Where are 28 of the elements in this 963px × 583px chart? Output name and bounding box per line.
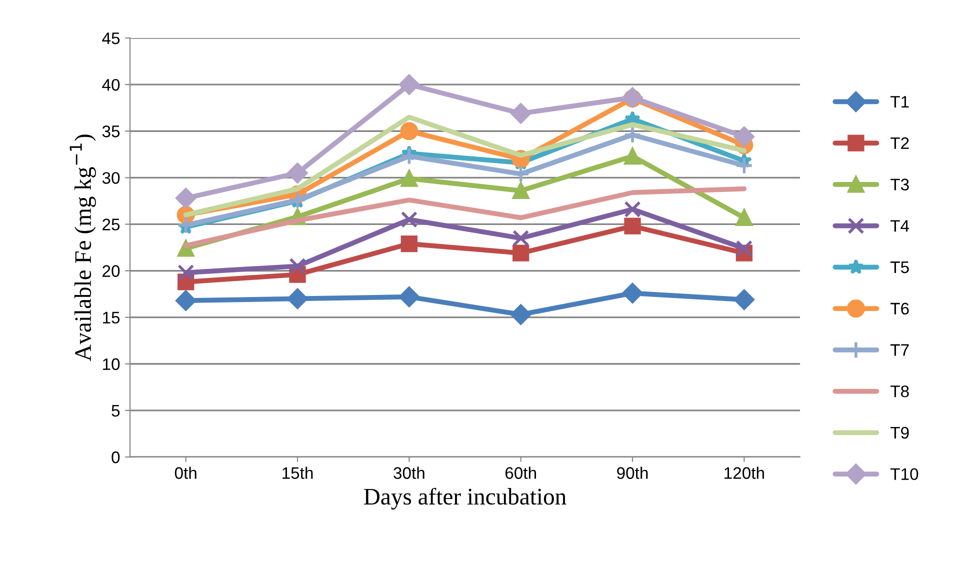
y-tick-label: 20 [102, 265, 120, 277]
x-tick-label: 90th [617, 466, 648, 479]
y-tick-label: 35 [102, 126, 120, 138]
y-tick-label: 10 [103, 358, 120, 370]
legend-label: T2 [890, 137, 909, 149]
x-axis-title: Days after incubation [364, 488, 566, 510]
legend-label: T4 [890, 220, 910, 232]
y-axis-title: Available Fe (mg kg$^{−1}$) [70, 134, 96, 362]
x-tick-label: 30th [394, 466, 424, 479]
y-tick-label: 15 [103, 312, 120, 324]
y-tick-label: 0 [112, 451, 120, 464]
legend-label: T3 [890, 178, 909, 190]
legend-label: T8 [890, 385, 909, 398]
x-tick-label: 60th [505, 466, 536, 479]
x-tick-label: 15th [282, 466, 313, 479]
y-tick-label: 5 [112, 405, 120, 417]
legend-label: T1 [890, 96, 909, 108]
y-tick-label: 45 [102, 32, 120, 44]
y-tick-label: 30 [102, 172, 120, 184]
y-tick-label: 40 [102, 78, 120, 91]
legend-label: T5 [890, 262, 909, 274]
legend-label: T10 [890, 468, 918, 480]
legend-label: T6 [890, 302, 909, 315]
legend-label: T7 [890, 344, 909, 356]
x-tick-label: 120th [724, 466, 764, 479]
x-tick-label: 0th [174, 466, 196, 479]
legend-label: T9 [890, 426, 909, 439]
y-tick-label: 25 [102, 218, 120, 230]
